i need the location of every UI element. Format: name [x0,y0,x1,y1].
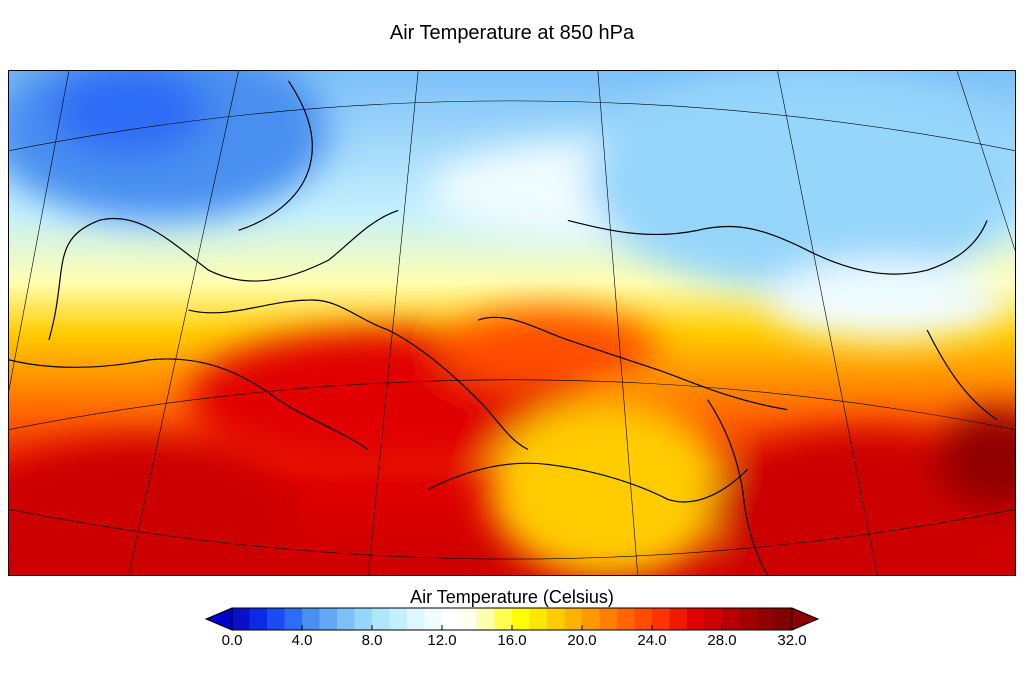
colorbar-swatch [599,608,618,630]
colorbar-swatch [407,608,425,630]
colorbar-swatch [284,608,303,630]
colorbar-swatch [302,608,320,630]
colorbar-swatch [442,608,460,630]
colorbar-swatch [774,608,793,630]
colorbar-swatch [354,608,373,630]
colorbar-swatch [669,608,688,630]
colorbar-swatch [319,608,338,630]
colorbar-tick-label: 0.0 [221,632,243,649]
colorbar-swatch [687,608,705,630]
colorbar-swatch [249,608,268,630]
colorbar-under-arrow [204,607,233,631]
colorbar-swatch [372,608,390,630]
colorbar-tick-label: 32.0 [777,632,807,649]
colorbar-tick-label: 20.0 [567,632,597,649]
colorbar-tick-label: 24.0 [637,632,667,649]
colorbar-swatch [529,608,548,630]
colorbar-swatch [722,608,740,630]
coastlines [9,80,998,575]
colorbar-swatch [617,608,635,630]
colorbar-swatch [459,608,478,630]
colorbar-tick-label: 16.0 [497,632,527,649]
colorbar-tick-label: 12.0 [427,632,457,649]
colorbar-tick-label: 4.0 [291,632,313,649]
colorbar-swatch [337,608,355,630]
colorbar-swatch [634,608,653,630]
colorbar-swatch [424,608,443,630]
temperature-map [8,70,1016,576]
colorbar-swatches [204,607,820,631]
colorbar-swatch [582,608,600,630]
colorbar-swatch [232,608,250,630]
temperature-field [9,71,1015,575]
colorbar-swatch [477,608,495,630]
colorbar-swatch [389,608,408,630]
colorbar-swatch [564,608,583,630]
colorbar-swatch [739,608,758,630]
graticule [9,71,1015,575]
page-title: Air Temperature at 850 hPa [389,22,635,44]
colorbar-swatch [512,608,530,630]
colorbar-tick-label: 8.0 [361,632,383,649]
colorbar [200,604,824,664]
colorbar-swatch [704,608,723,630]
colorbar-swatch [757,608,775,630]
colorbar-over-arrow [791,607,820,631]
colorbar-tick-label: 28.0 [707,632,737,649]
colorbar-title: Air Temperature (Celsius) [410,587,614,607]
colorbar-swatch [494,608,513,630]
colorbar-swatch [652,608,670,630]
colorbar-swatch [267,608,285,630]
colorbar-swatch [547,608,565,630]
